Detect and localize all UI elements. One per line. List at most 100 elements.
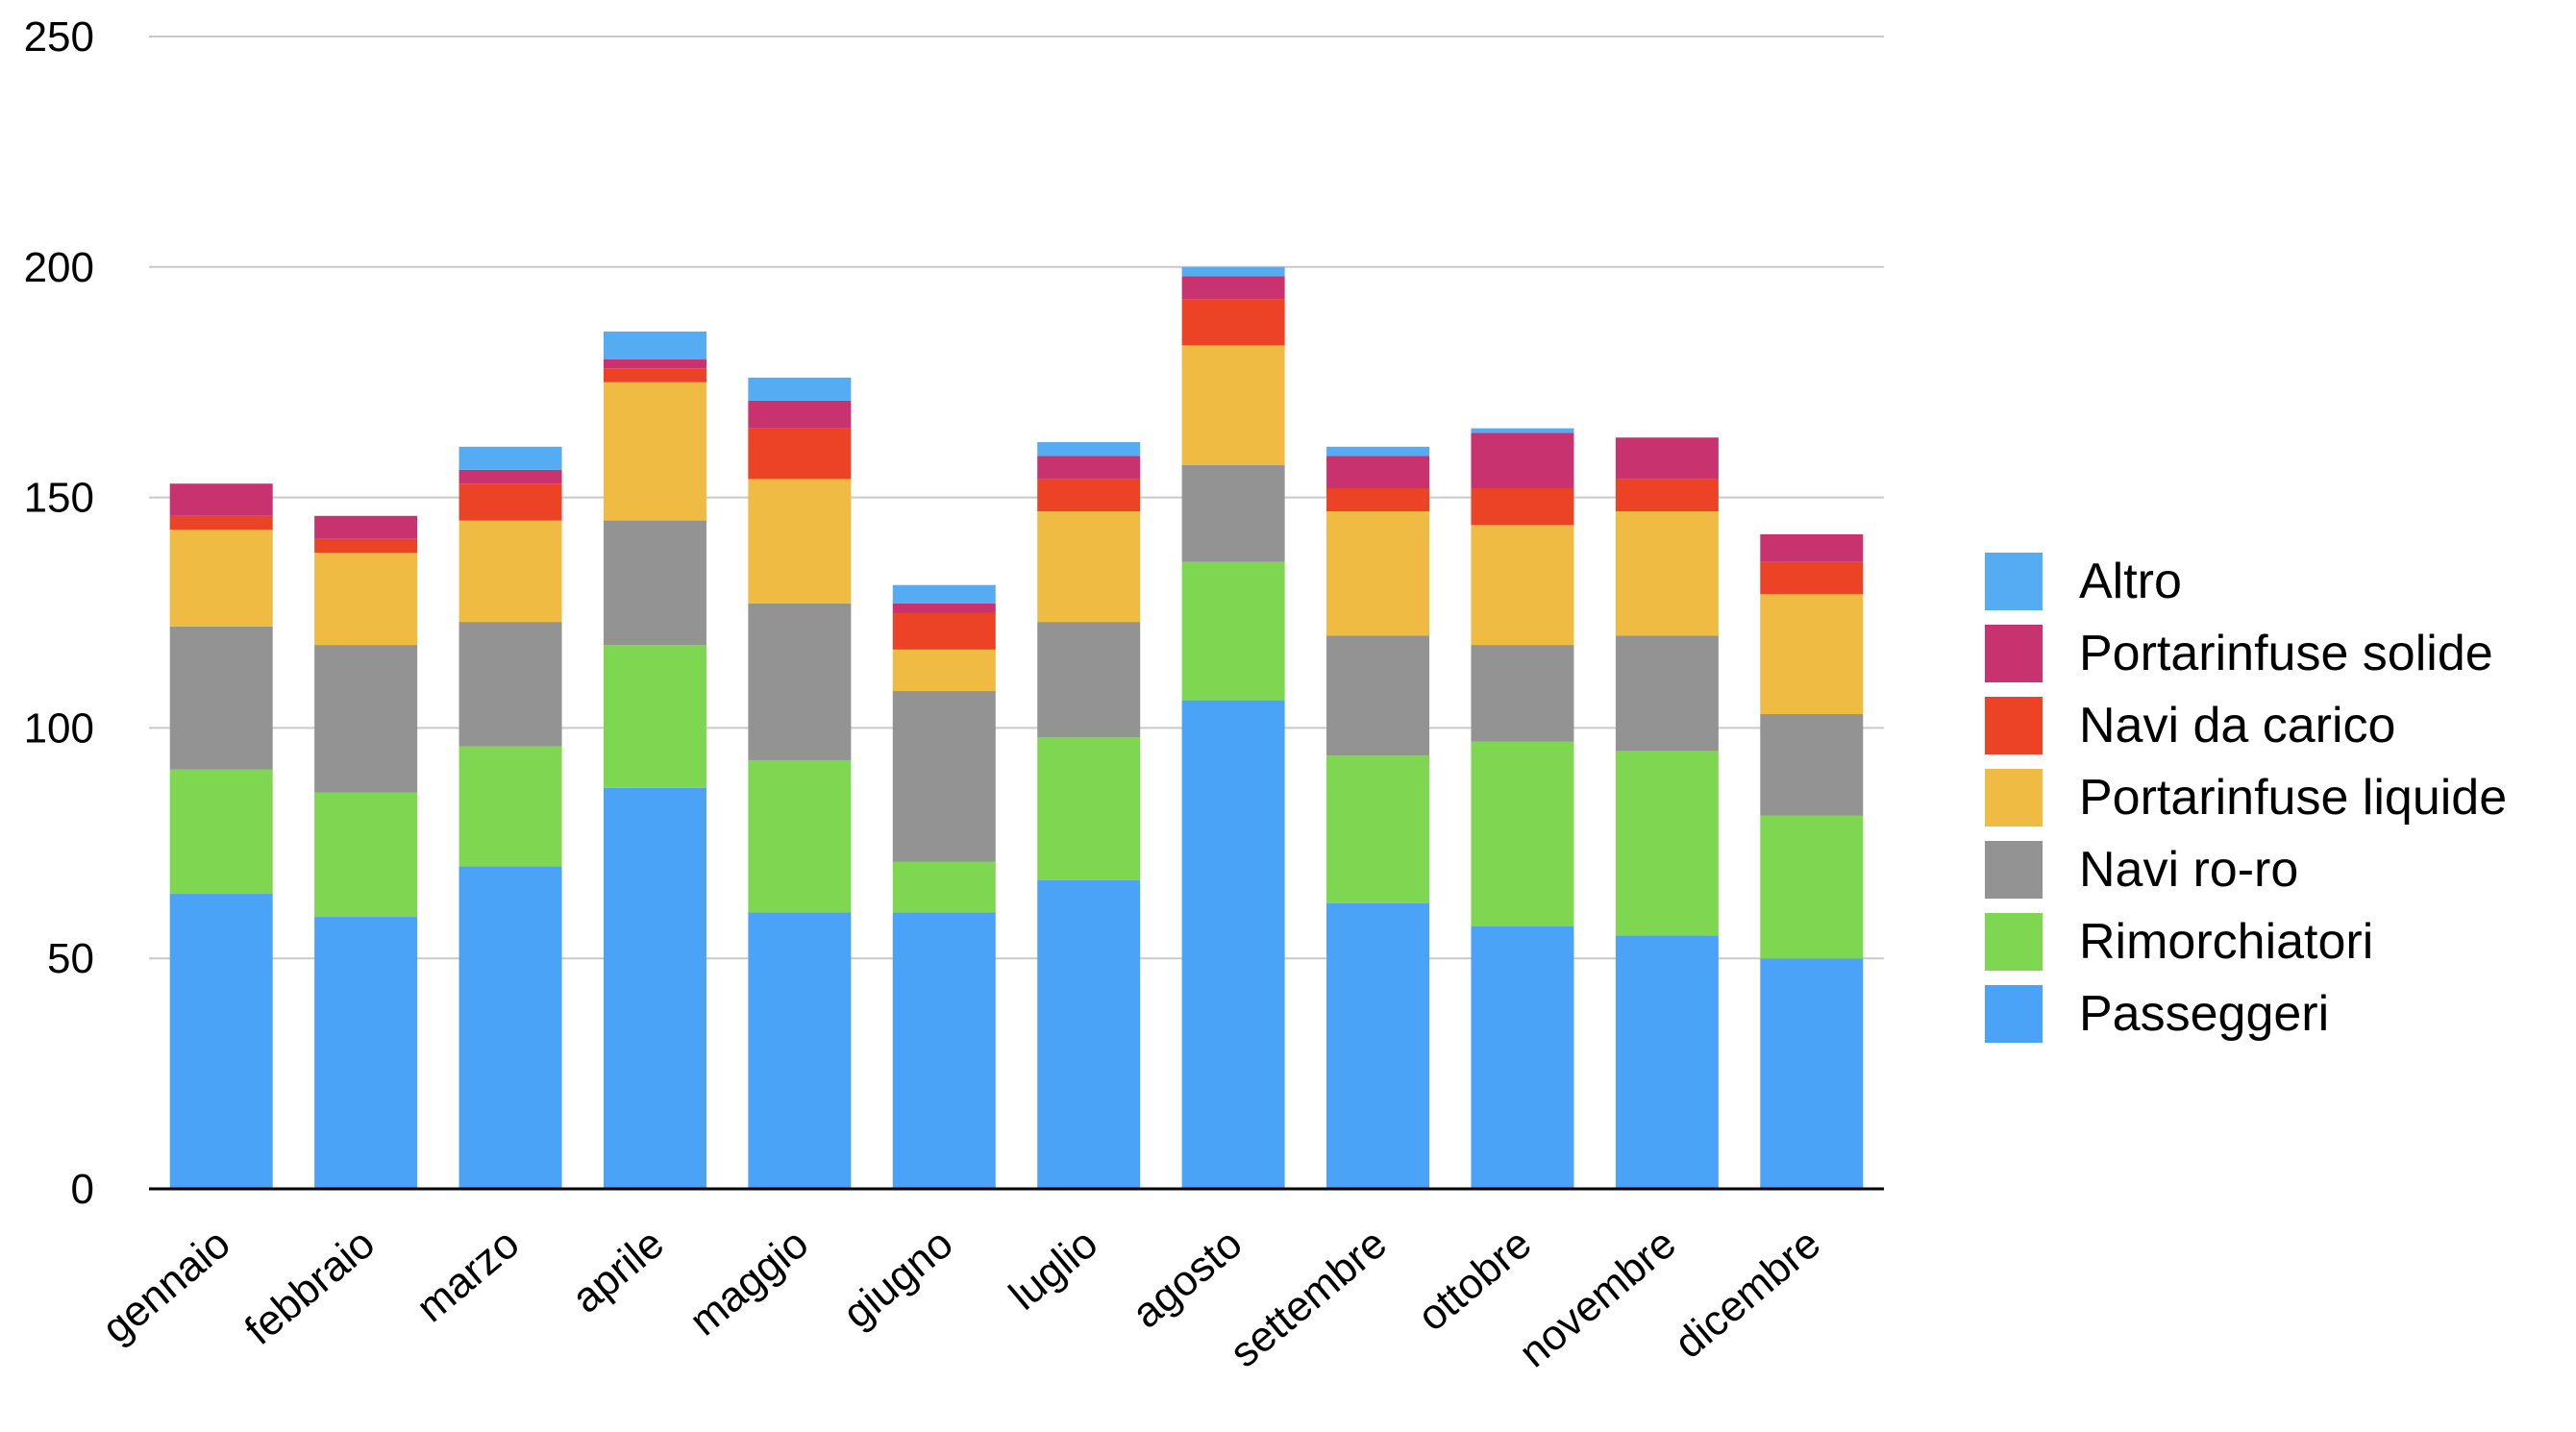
bar-gennaio-rimorchiatori	[169, 769, 273, 895]
bar-gennaio-portarinfuse-liquide	[169, 530, 273, 627]
bar-novembre-navi-ro-ro	[1615, 635, 1719, 752]
bar-settembre-passeggeri	[1326, 902, 1430, 1189]
bar-settembre-altro	[1326, 446, 1430, 457]
bar-novembre-portarinfuse-liquide	[1615, 510, 1719, 636]
bar-giugno-navi-da-carico	[892, 612, 996, 650]
bar-maggio-rimorchiatori	[748, 759, 852, 913]
legend-label-portarinfuse-liquide: Portarinfuse liquide	[2079, 770, 2507, 826]
bar-agosto-altro	[1181, 266, 1285, 277]
bar-maggio-navi-da-carico	[748, 428, 852, 480]
legend-label-altro: Altro	[2079, 554, 2182, 609]
bar-novembre-rimorchiatori	[1615, 751, 1719, 936]
legend-swatch-altro	[1985, 553, 2043, 610]
legend: Altro Portarinfuse solide Navi da carico Po…	[1985, 553, 2507, 1043]
bar-novembre-navi-da-carico	[1615, 479, 1719, 511]
bar-ottobre-portarinfuse-liquide	[1471, 525, 1574, 646]
bar-ottobre-rimorchiatori	[1471, 741, 1574, 926]
y-tick-label-100: 100	[24, 704, 94, 752]
legend-swatch-passeggeri	[1985, 985, 2043, 1043]
legend-swatch-portarinfuse-liquide	[1985, 769, 2043, 827]
x-tick-label-ottobre: ottobre	[1409, 1220, 1540, 1341]
bar-giugno-portarinfuse-solide	[892, 603, 996, 613]
bar-stack-giugno	[892, 584, 996, 1189]
bar-dicembre-passeggeri	[1760, 958, 1864, 1189]
bar-ottobre-navi-ro-ro	[1471, 645, 1574, 742]
x-tick-label-aprile: aprile	[563, 1220, 673, 1322]
bar-maggio-altro	[748, 377, 852, 401]
x-tick-label-maggio: maggio	[681, 1220, 817, 1345]
bar-marzo-portarinfuse-liquide	[458, 520, 562, 623]
bar-stack-luglio	[1037, 442, 1141, 1189]
bar-giugno-passeggeri	[892, 912, 996, 1189]
bar-stack-maggio	[748, 377, 852, 1189]
bar-agosto-rimorchiatori	[1181, 561, 1285, 701]
x-tick-label-febbraio: febbraio	[236, 1220, 384, 1354]
bar-giugno-portarinfuse-liquide	[892, 649, 996, 692]
bar-gennaio-passeggeri	[169, 894, 273, 1189]
bar-dicembre-portarinfuse-solide	[1760, 533, 1864, 562]
bar-ottobre-navi-da-carico	[1471, 488, 1574, 526]
bar-dicembre-portarinfuse-liquide	[1760, 594, 1864, 715]
bar-agosto-portarinfuse-liquide	[1181, 345, 1285, 466]
bar-aprile-portarinfuse-liquide	[603, 382, 706, 521]
bar-giugno-navi-ro-ro	[892, 691, 996, 862]
bar-maggio-portarinfuse-liquide	[748, 479, 852, 604]
bar-luglio-navi-da-carico	[1037, 479, 1141, 511]
bar-settembre-portarinfuse-liquide	[1326, 510, 1430, 636]
bar-giugno-altro	[892, 584, 996, 604]
bar-luglio-navi-ro-ro	[1037, 622, 1141, 737]
bar-dicembre-navi-ro-ro	[1760, 714, 1864, 816]
bar-settembre-navi-ro-ro	[1326, 635, 1430, 756]
bar-novembre-portarinfuse-solide	[1615, 437, 1719, 480]
bar-agosto-passeggeri	[1181, 700, 1285, 1189]
bar-febbraio-portarinfuse-liquide	[314, 553, 418, 646]
bar-maggio-portarinfuse-solide	[748, 400, 852, 429]
y-tick-label-150: 150	[24, 475, 94, 522]
bar-stack-settembre	[1326, 446, 1430, 1189]
bar-settembre-rimorchiatori	[1326, 755, 1430, 903]
bar-stack-ottobre	[1471, 428, 1574, 1189]
bar-marzo-navi-ro-ro	[458, 622, 562, 747]
bar-maggio-navi-ro-ro	[748, 603, 852, 760]
y-tick-label-250: 250	[24, 13, 94, 61]
bar-settembre-portarinfuse-solide	[1326, 456, 1430, 489]
legend-label-portarinfuse-solide: Portarinfuse solide	[2079, 626, 2493, 681]
legend-label-rimorchiatori: Rimorchiatori	[2079, 914, 2373, 970]
bar-maggio-passeggeri	[748, 912, 852, 1189]
bar-aprile-navi-da-carico	[603, 368, 706, 383]
legend-swatch-portarinfuse-solide	[1985, 625, 2043, 682]
bar-aprile-portarinfuse-solide	[603, 358, 706, 369]
y-tick-label-0: 0	[71, 1166, 94, 1213]
bar-ottobre-passeggeri	[1471, 926, 1574, 1189]
bar-settembre-navi-da-carico	[1326, 488, 1430, 511]
bar-luglio-rimorchiatori	[1037, 736, 1141, 880]
bar-agosto-portarinfuse-solide	[1181, 276, 1285, 300]
bar-aprile-navi-ro-ro	[603, 520, 706, 646]
x-tick-label-novembre: novembre	[1510, 1220, 1684, 1376]
bar-luglio-portarinfuse-solide	[1037, 456, 1141, 480]
x-tick-label-marzo: marzo	[408, 1220, 528, 1331]
x-tick-label-dicembre: dicembre	[1666, 1220, 1829, 1368]
legend-swatch-navi-ro-ro	[1985, 841, 2043, 899]
bar-marzo-navi-da-carico	[458, 483, 562, 521]
bar-febbraio-rimorchiatori	[314, 792, 418, 918]
bar-febbraio-passeggeri	[314, 917, 418, 1189]
bar-novembre-passeggeri	[1615, 935, 1719, 1189]
x-tick-label-gennaio: gennaio	[93, 1220, 238, 1352]
bar-giugno-rimorchiatori	[892, 861, 996, 913]
bar-luglio-altro	[1037, 442, 1141, 457]
bar-stack-aprile	[603, 331, 706, 1189]
bar-gennaio-navi-da-carico	[169, 515, 273, 531]
bar-aprile-altro	[603, 331, 706, 359]
bar-agosto-navi-ro-ro	[1181, 465, 1285, 562]
bar-gennaio-portarinfuse-solide	[169, 483, 273, 516]
gridlines	[149, 36, 1884, 960]
x-tick-label-giugno: giugno	[834, 1220, 962, 1337]
bar-agosto-navi-da-carico	[1181, 299, 1285, 346]
bar-marzo-rimorchiatori	[458, 746, 562, 867]
x-tick-label-settembre: settembre	[1222, 1220, 1396, 1376]
bar-ottobre-altro	[1471, 428, 1574, 433]
bar-marzo-portarinfuse-solide	[458, 469, 562, 484]
